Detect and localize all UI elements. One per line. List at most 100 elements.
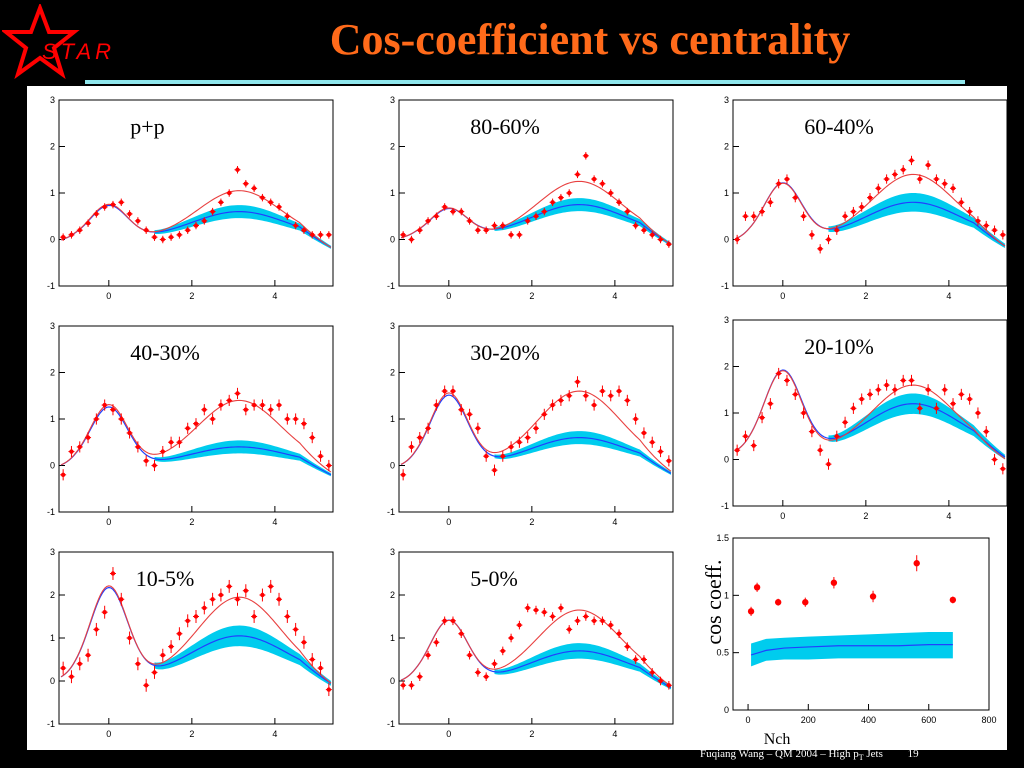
data-point [483,674,489,679]
data-point [533,426,539,431]
y-tick-label: 1 [724,188,729,198]
data-point [802,599,809,606]
data-point [210,597,215,602]
data-point [949,596,957,604]
data-point [633,657,638,662]
data-point [310,232,315,238]
data-point [152,463,157,468]
data-point [102,204,107,210]
data-point [558,398,564,403]
data-point [567,627,572,632]
panel-label: 30-20% [470,340,540,365]
plot-frame [58,99,334,287]
y-tick-label: 2 [50,368,55,378]
data-point [185,618,190,623]
x-tick-label: 2 [529,729,534,739]
y-tick-label: 3 [724,315,729,325]
data-point [525,605,530,611]
data-point [913,560,920,567]
y-tick-label: 0 [50,235,55,245]
data-point [193,421,199,426]
data-point [925,387,931,392]
y-tick-label: 3 [390,547,395,557]
fit-line [400,390,672,472]
data-point [508,635,514,641]
data-point [917,176,923,182]
x-tick-label: 2 [863,291,868,301]
x-tick-label: 0 [106,517,111,527]
x-tick-label: 0 [780,511,785,521]
x-tick-label: 0 [446,517,451,527]
x-tick-label: 0 [780,291,785,301]
data-point [492,661,497,666]
data-point [859,204,864,210]
data-point [867,392,873,397]
data-point [185,228,190,233]
background-line [750,644,953,656]
data-point [600,388,605,394]
data-point [633,223,638,228]
data-point [85,221,91,226]
data-point [909,378,914,383]
y-tick-label: 0 [390,461,395,471]
data-point [641,430,647,436]
data-point [60,472,66,477]
y-tick-label: 2 [50,590,55,600]
data-point [135,444,141,450]
y-tick-label: 1.5 [716,533,729,543]
data-point [434,640,439,645]
data-point [450,618,456,623]
data-point [984,223,989,228]
data-point [784,378,790,383]
footer: Fuqiang Wang – QM 2004 – High pT Jets 19 [700,748,1020,762]
data-point [326,232,332,238]
panel-40-30: -1 0 1 2 3 0 2 4 40-30% [47,321,334,527]
panel-30-20: -1 0 1 2 3 0 2 4 30-20% [387,321,674,527]
data-point [268,407,273,412]
data-point [318,232,323,238]
data-point [550,402,555,408]
fit-line [60,190,332,248]
y-tick-label: -1 [387,507,395,517]
data-point [450,388,456,394]
data-point [934,406,939,411]
y-tick-label: 1 [50,414,55,424]
data-point [975,410,981,416]
data-point [409,683,414,688]
data-point [467,653,472,658]
data-point [425,653,431,658]
data-point [110,571,116,576]
data-point [318,454,323,459]
data-point [285,416,290,422]
data-point [459,407,464,412]
data-point [227,398,232,403]
data-point [276,402,282,408]
data-point [85,435,91,440]
data-point [909,158,914,163]
data-point [251,402,257,408]
x-tick-label: 4 [612,517,617,527]
data-point [135,218,141,224]
panel-label: 40-30% [130,340,200,365]
data-point [616,200,622,205]
data-point [759,415,765,420]
y-tick-label: 0 [50,676,55,686]
data-point [901,378,906,383]
x-tick-label: 2 [529,517,534,527]
data-point [409,237,414,242]
data-point [608,393,613,398]
data-point [625,209,630,214]
data-point [409,444,414,450]
y-tick-label: 1 [724,590,729,600]
y-tick-label: 0 [390,676,395,686]
data-point [483,228,489,233]
data-point [69,449,74,454]
background-band [494,431,671,475]
data-point [776,371,781,376]
data-point [77,444,82,450]
data-point [842,420,848,425]
y-tick-label: -1 [387,719,395,729]
data-point [550,614,555,619]
data-point [400,472,406,477]
data-point [817,448,823,453]
